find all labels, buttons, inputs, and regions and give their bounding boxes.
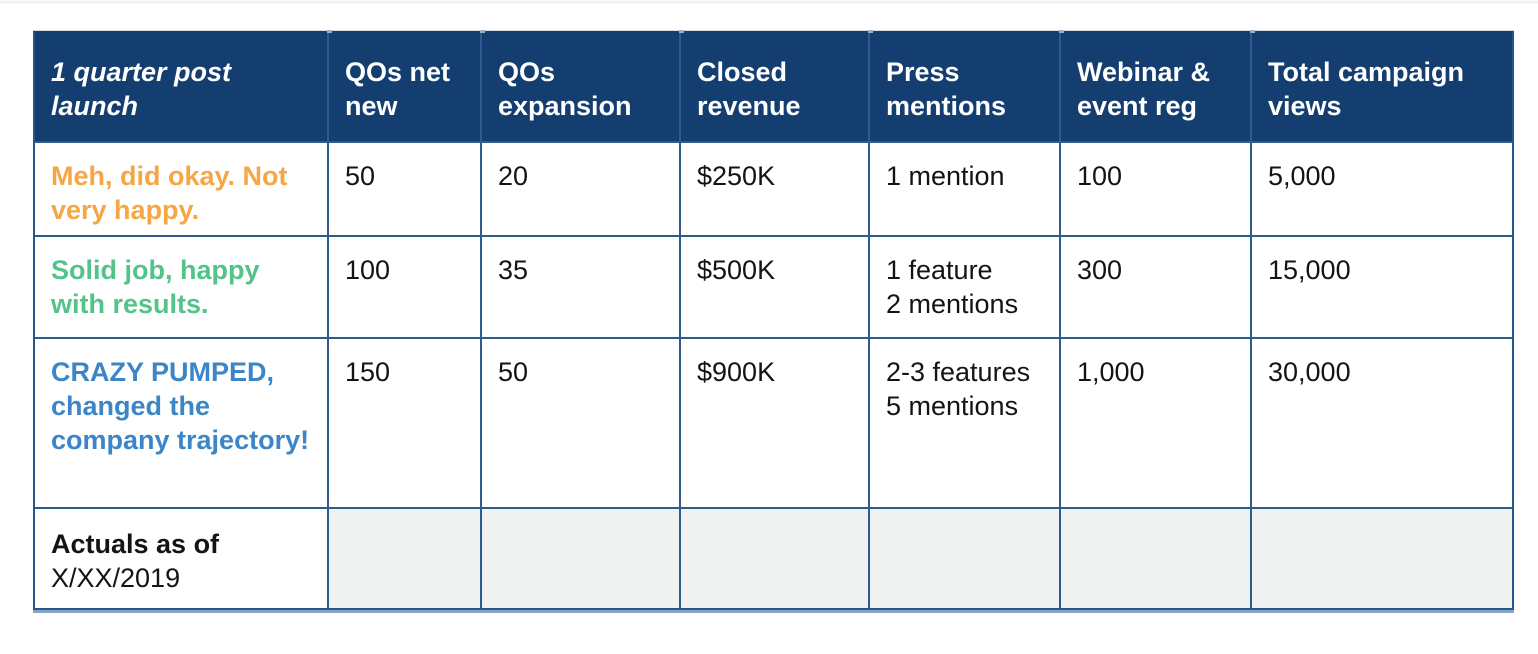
- cell-meh-qos-net-new: 50: [329, 143, 480, 235]
- cell-crazy-campaign-views: 30,000: [1252, 339, 1512, 507]
- column-boundary-tick: [868, 30, 873, 33]
- cell-actuals-press-mentions: [870, 509, 1059, 608]
- cell-actuals-qos-net-new: [329, 509, 480, 608]
- column-boundary-tick: [480, 30, 485, 33]
- row-label-actuals: Actuals as of X/XX/2019: [35, 509, 327, 608]
- column-boundary-tick: [1250, 30, 1255, 33]
- column-boundary-tick: [1059, 30, 1064, 33]
- cell-solid-campaign-views: 15,000: [1252, 237, 1512, 337]
- actuals-date-placeholder: X/XX/2019: [51, 563, 181, 593]
- row-label-meh: Meh, did okay. Not very happy.: [35, 143, 327, 235]
- cell-solid-webinar-reg: 300: [1061, 237, 1250, 337]
- cell-solid-qos-net-new: 100: [329, 237, 480, 337]
- header-cell-closed-revenue: Closed revenue: [681, 33, 868, 141]
- row-label-text: CRAZY PUMPED, changed the company trajec…: [51, 357, 310, 455]
- cell-crazy-closed-revenue: $900K: [681, 339, 868, 507]
- cell-actuals-webinar-reg: [1061, 509, 1250, 608]
- cell-meh-campaign-views: 5,000: [1252, 143, 1512, 235]
- cell-meh-press-mentions: 1 mention: [870, 143, 1059, 235]
- header-cell-quarter-post-launch: 1 quarter post launch: [35, 33, 327, 141]
- header-cell-qos-net-new: QOs net new: [329, 33, 480, 141]
- cell-crazy-webinar-reg: 1,000: [1061, 339, 1250, 507]
- header-cell-webinar-event-reg: Webinar & event reg: [1061, 33, 1250, 141]
- row-label-crazy-pumped: CRAZY PUMPED, changed the company trajec…: [35, 339, 327, 507]
- cell-meh-qos-expansion: 20: [482, 143, 679, 235]
- header-cell-total-campaign-views: Total campaign views: [1252, 33, 1512, 141]
- cell-crazy-press-mentions: 2-3 features 5 mentions: [870, 339, 1059, 507]
- cell-crazy-qos-expansion: 50: [482, 339, 679, 507]
- cell-actuals-closed-revenue: [681, 509, 868, 608]
- column-boundary-tick: [679, 30, 684, 33]
- campaign-goals-table: 1 quarter post launch QOs net new QOs ex…: [33, 30, 1514, 613]
- cell-crazy-qos-net-new: 150: [329, 339, 480, 507]
- header-cell-press-mentions: Press mentions: [870, 33, 1059, 141]
- cell-actuals-campaign-views: [1252, 509, 1512, 608]
- cell-actuals-qos-expansion: [482, 509, 679, 608]
- cell-meh-closed-revenue: $250K: [681, 143, 868, 235]
- cell-solid-press-mentions: 1 feature 2 mentions: [870, 237, 1059, 337]
- top-edge-divider: [0, 0, 1538, 3]
- row-label-solid: Solid job, happy with results.: [35, 237, 327, 337]
- cell-solid-closed-revenue: $500K: [681, 237, 868, 337]
- cell-solid-qos-expansion: 35: [482, 237, 679, 337]
- actuals-label-bold: Actuals as of: [51, 529, 220, 559]
- row-label-text: Meh, did okay. Not very happy.: [51, 161, 288, 225]
- row-label-text: Solid job, happy with results.: [51, 255, 260, 319]
- cell-meh-webinar-reg: 100: [1061, 143, 1250, 235]
- column-boundary-tick: [327, 30, 332, 33]
- header-cell-qos-expansion: QOs expansion: [482, 33, 679, 141]
